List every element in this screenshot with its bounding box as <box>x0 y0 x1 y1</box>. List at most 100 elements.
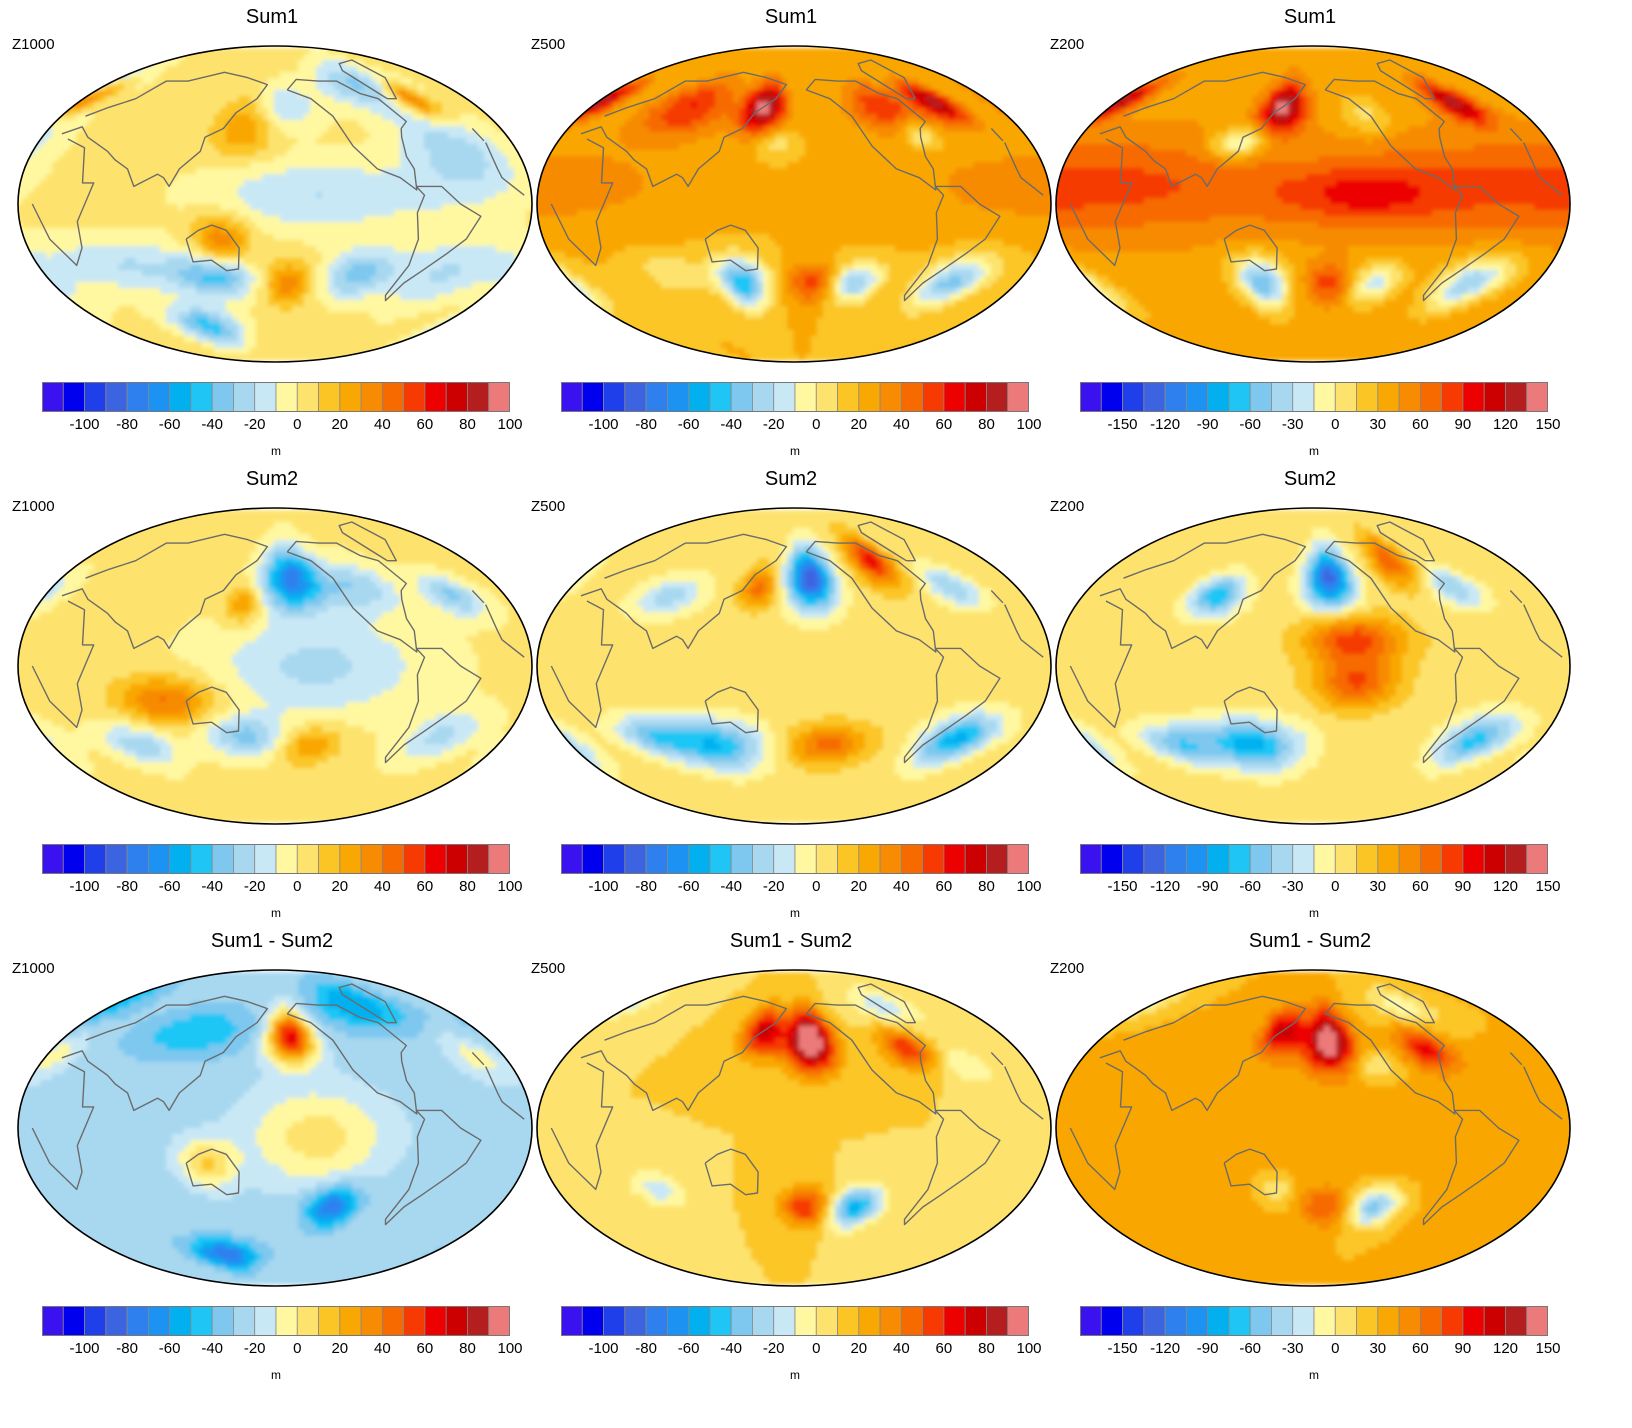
colorbar-swatch <box>1377 1306 1400 1336</box>
map <box>536 507 1052 825</box>
colorbar-tick-label: 0 <box>812 878 820 895</box>
colorbar-tick-label: 80 <box>978 416 995 433</box>
colorbar-swatch <box>360 382 383 412</box>
colorbar-swatch <box>254 1306 277 1336</box>
colorbar-swatch <box>1505 1306 1528 1336</box>
colorbar-tick-label: 20 <box>331 1340 348 1357</box>
colorbar-labels: -150 -120 -90 -60 -30 0 30 60 90 120 150 <box>1080 878 1560 898</box>
map <box>536 969 1052 1287</box>
colorbar-unit: m <box>561 906 1029 920</box>
colorbar-swatch <box>986 1306 1009 1336</box>
colorbar <box>42 382 510 412</box>
panel-title: Sum2 <box>519 468 1063 491</box>
colorbar-swatch <box>879 844 902 874</box>
colorbar-swatch <box>1164 844 1187 874</box>
colorbar-swatch <box>752 1306 775 1336</box>
colorbar-labels: -100 -80 -60 -40 -20 0 20 40 60 80 100 <box>42 1340 522 1360</box>
colorbar-swatch <box>254 382 277 412</box>
coastlines <box>1069 983 1563 1226</box>
colorbar-swatch <box>403 844 426 874</box>
colorbar-swatch <box>1249 382 1272 412</box>
colorbar-tick-label: -40 <box>720 416 742 433</box>
colorbar-tick-label: -60 <box>678 1340 700 1357</box>
colorbar-swatch <box>1007 844 1029 874</box>
colorbar-swatch <box>169 382 192 412</box>
colorbar-unit: m <box>561 1368 1029 1382</box>
colorbar-swatch <box>1462 382 1485 412</box>
colorbar-swatch <box>1398 1306 1421 1336</box>
colorbar-tick-label: -100 <box>69 1340 99 1357</box>
colorbar-swatch <box>1007 1306 1029 1336</box>
colorbar-swatch <box>275 382 298 412</box>
colorbar-swatch <box>488 382 510 412</box>
colorbar-swatch <box>1122 382 1145 412</box>
map <box>1055 45 1571 363</box>
colorbar-tick-label: -150 <box>1107 416 1137 433</box>
colorbar-tick-label: 0 <box>1331 1340 1339 1357</box>
colorbar-swatch <box>254 844 277 874</box>
colorbar-tick-label: 20 <box>331 878 348 895</box>
colorbar-swatch <box>1100 844 1123 874</box>
colorbar-swatch <box>730 844 753 874</box>
colorbar-swatch <box>211 1306 234 1336</box>
colorbar-swatch <box>1526 1306 1548 1336</box>
colorbar <box>1080 844 1548 874</box>
colorbar-swatch <box>424 844 447 874</box>
colorbar-swatch <box>752 382 775 412</box>
colorbar-swatch <box>794 382 817 412</box>
colorbar-swatch <box>275 844 298 874</box>
colorbar-tick-label: -20 <box>244 416 266 433</box>
colorbar-tick-label: -100 <box>69 416 99 433</box>
colorbar-swatch <box>943 844 966 874</box>
colorbar-swatch <box>603 1306 626 1336</box>
colorbar-swatch <box>1526 844 1548 874</box>
colorbar-swatch <box>403 1306 426 1336</box>
colorbar-tick-label: 0 <box>293 878 301 895</box>
colorbar-labels: -150 -120 -90 -60 -30 0 30 60 90 120 150 <box>1080 416 1560 436</box>
colorbar-tick-label: 100 <box>1016 1340 1041 1357</box>
colorbar-swatch <box>986 382 1009 412</box>
colorbar-swatch <box>1419 382 1443 412</box>
map <box>1055 969 1571 1287</box>
colorbar-swatch <box>1080 382 1102 412</box>
colorbar-tick-label: -100 <box>69 878 99 895</box>
colorbar-swatch <box>339 382 362 412</box>
colorbar-swatch <box>837 1306 860 1336</box>
colorbar-swatch <box>581 1306 604 1336</box>
colorbar-tick-label: 60 <box>936 1340 953 1357</box>
colorbar-tick-label: 40 <box>893 416 910 433</box>
colorbar-swatch <box>943 382 966 412</box>
coastlines <box>550 983 1044 1226</box>
colorbar-tick-label: -60 <box>159 1340 181 1357</box>
level-label: Z200 <box>1050 960 1084 977</box>
colorbar-swatch <box>445 1306 468 1336</box>
colorbar-swatch <box>603 844 626 874</box>
colorbar-tick-label: 60 <box>417 1340 434 1357</box>
colorbar-tick-label: 30 <box>1369 1340 1386 1357</box>
level-label: Z200 <box>1050 36 1084 53</box>
colorbar-tick-label: -40 <box>720 1340 742 1357</box>
panel-sum2-z1000: Sum2 Z1000 -100 -80 -60 -40 -20 0 20 40 60 80 100 … <box>0 462 544 938</box>
colorbar-tick-label: 40 <box>893 1340 910 1357</box>
colorbar-swatch <box>794 1306 817 1336</box>
colorbar-tick-label: -20 <box>244 878 266 895</box>
colorbar-swatch <box>233 382 256 412</box>
colorbar-tick-label: 150 <box>1535 416 1560 433</box>
panel-sum2-z500: Sum2 Z500 -100 -80 -60 -40 -20 0 20 40 60 80 100 m <box>519 462 1063 938</box>
colorbar-swatch <box>1398 382 1421 412</box>
coastlines <box>31 521 525 764</box>
map <box>17 507 533 825</box>
colorbar-swatch <box>900 382 924 412</box>
colorbar-swatch <box>211 844 234 874</box>
colorbar-swatch <box>1398 844 1421 874</box>
colorbar-swatch <box>318 844 341 874</box>
colorbar-unit: m <box>1080 1368 1548 1382</box>
colorbar-swatch <box>1271 844 1294 874</box>
colorbar-swatch <box>445 844 468 874</box>
colorbar-tick-label: 60 <box>936 416 953 433</box>
colorbar-tick-label: -120 <box>1150 878 1180 895</box>
colorbar-swatch <box>1334 844 1357 874</box>
colorbar-swatch <box>561 844 583 874</box>
colorbar-swatch <box>1377 844 1400 874</box>
colorbar-swatch <box>190 1306 213 1336</box>
